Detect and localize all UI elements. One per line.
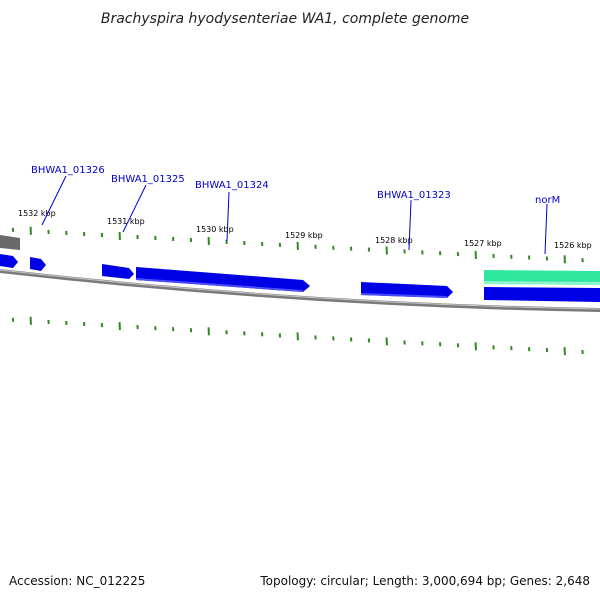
- gene-arrow-shading: [361, 293, 447, 298]
- tick-label-1530: 1530 kbp: [196, 225, 234, 234]
- genome-backbone-highlight: [0, 269, 600, 310]
- gene-label-bhwa1-01326[interactable]: BHWA1_01326: [31, 165, 105, 176]
- tick-label-1529: 1529 kbp: [285, 231, 323, 240]
- gene-arrow-bhwa1-01325[interactable]: [102, 264, 134, 279]
- leader-line-bhwa1-01324: [226, 191, 230, 242]
- map-title: Brachyspira hyodysenteriae WA1, complete…: [101, 11, 469, 27]
- leader-line-norm: [544, 203, 548, 255]
- tick-ring-lower: [11, 316, 584, 356]
- tick-label-1528: 1528 kbp: [375, 236, 413, 245]
- gene-label-bhwa1-01323[interactable]: BHWA1_01323: [377, 190, 451, 201]
- tick-label-1531: 1531 kbp: [107, 217, 145, 226]
- tick-label-1527: 1527 kbp: [464, 239, 502, 248]
- gene-arrow[interactable]: [0, 254, 18, 268]
- genome-backbone: [0, 269, 600, 312]
- gene-arrow-normal-strand[interactable]: [484, 287, 600, 302]
- leader-line-bhwa1-01326: [41, 175, 67, 226]
- tick-label-1532: 1532 kbp: [18, 209, 56, 218]
- leader-line-bhwa1-01323: [408, 199, 412, 251]
- accession-text: Accession: NC_012225: [9, 574, 145, 588]
- gene-feature-gray: [0, 235, 20, 250]
- tick-label-1526: 1526 kbp: [554, 241, 592, 250]
- gene-arrow-bhwa1-01324[interactable]: [136, 267, 310, 292]
- gene-arrows: [0, 254, 600, 302]
- genome-summary-text: Topology: circular; Length: 3,000,694 bp…: [259, 574, 590, 588]
- gene-label-norm[interactable]: norM: [535, 195, 560, 206]
- tick-ring-upper: [11, 226, 584, 264]
- gene-label-bhwa1-01325[interactable]: BHWA1_01325: [111, 174, 185, 185]
- gene-arrow-shading: [136, 278, 303, 292]
- gene-arrow-norm-shading: [484, 281, 600, 285]
- gene-label-bhwa1-01324[interactable]: BHWA1_01324: [195, 180, 269, 191]
- leader-line-bhwa1-01325: [122, 184, 147, 233]
- gene-arrow[interactable]: [30, 257, 46, 271]
